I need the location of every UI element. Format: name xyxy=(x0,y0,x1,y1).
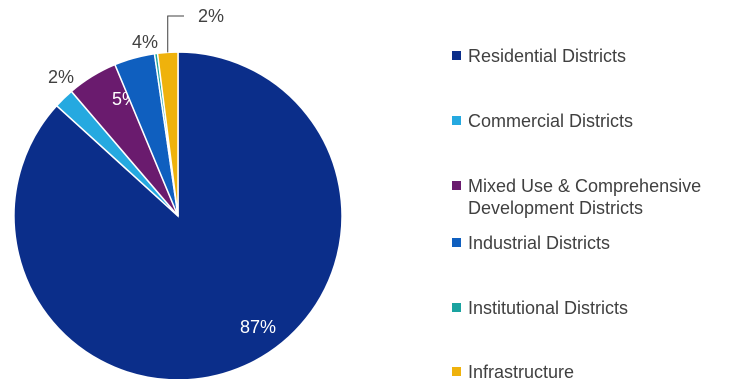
legend-swatch xyxy=(452,51,461,60)
legend-item-institutional: Institutional Districts xyxy=(452,297,748,319)
legend-label: Mixed Use & Comprehensive Development Di… xyxy=(468,176,702,218)
legend-swatch xyxy=(452,238,461,247)
legend-swatch xyxy=(452,116,461,125)
legend-label: Institutional Districts xyxy=(468,298,629,318)
legend-label: Residential Districts xyxy=(468,46,627,66)
legend-swatch xyxy=(452,367,461,376)
legend-item-commercial: Commercial Districts xyxy=(452,110,748,132)
legend-label: Industrial Districts xyxy=(468,233,611,253)
legend-swatch xyxy=(452,181,461,190)
data-label: 2% xyxy=(198,6,224,26)
legend-item-infrastructure: Infrastructure xyxy=(452,361,748,383)
data-label: 4% xyxy=(132,32,158,52)
data-label: 2% xyxy=(48,67,74,87)
legend-swatch xyxy=(452,303,461,312)
leader-line xyxy=(167,15,184,53)
legend-label: Commercial Districts xyxy=(468,111,634,131)
pie-chart: 87%2%5%4%2% xyxy=(13,6,343,379)
legend-label: Infrastructure xyxy=(468,362,575,382)
data-label: 87% xyxy=(240,317,276,337)
pie-slice-infrastructure xyxy=(156,51,179,217)
legend-item-mixed-use: Mixed Use & Comprehensive Development Di… xyxy=(452,175,748,219)
legend-item-residential: Residential Districts xyxy=(452,45,748,67)
legend: Residential Districts Commercial Distric… xyxy=(452,0,749,382)
legend-item-industrial: Industrial Districts xyxy=(452,232,748,254)
